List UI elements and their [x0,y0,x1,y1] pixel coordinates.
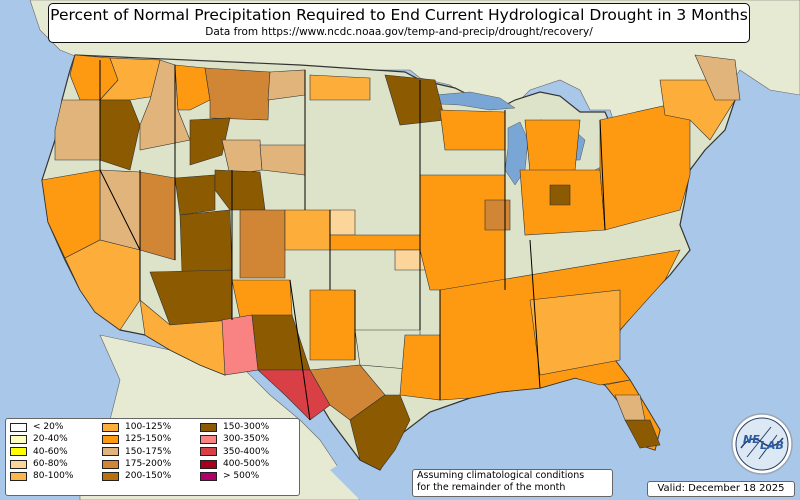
legend-item: 200-150% [102,470,200,482]
region-co-east [284,209,331,251]
legend-swatch [102,471,119,481]
region-mi [524,119,581,173]
region-az-south [139,299,233,376]
map-title: Percent of Normal Precipitation Required… [50,6,748,24]
legend-item: 150-175% [102,446,200,458]
region-nd-east [309,74,371,101]
legend-swatch [200,471,217,481]
legend-swatch [10,459,27,469]
valid-date: Valid: December 18 2025 [647,481,795,497]
legend-label: 150-175% [125,446,172,457]
legend-label: 20-40% [33,434,68,445]
legend-label: 80-100% [33,471,74,482]
legend-swatch [200,422,217,432]
legend-label: 300-350% [223,434,270,445]
lake-superior [434,91,516,111]
logo-text-ne: NE [743,433,760,446]
legend-item: 40-60% [10,446,102,458]
title-box: Percent of Normal Precipitation Required… [48,3,750,43]
region-ny-pa [599,99,691,231]
region-il-brown [484,199,511,231]
legend-item: 80-100% [10,470,102,482]
legend-label: 150-300% [223,422,270,433]
legend-swatch [200,459,217,469]
legend-label: 60-80% [33,459,68,470]
legend-label: 100-125% [125,422,172,433]
region-nv-east [139,171,176,261]
legend-item: 60-80% [10,458,102,470]
region-ia-mo [419,174,506,291]
legend-swatch [200,447,217,457]
region-maine [694,54,741,101]
legend-swatch [10,447,27,457]
legend-item: 300-350% [200,433,300,445]
legend-item: 350-400% [200,446,300,458]
legend-item: 125-150% [102,433,200,445]
region-wi [439,109,506,151]
legend-item: 20-40% [10,433,102,445]
legend: < 20% 20-40% 40-60% 60-80% 80-100% 100-1… [5,418,300,496]
legend-label: 350-400% [223,446,270,457]
region-ut-south [179,209,233,273]
legend-label: < 20% [33,422,64,433]
state-borders [99,60,606,421]
legend-swatch [102,434,119,444]
region-fl-tan [614,394,646,421]
region-southeast-light [529,289,621,376]
region-co-central [239,209,286,279]
region-mt-east [267,69,306,101]
region-tx-coast [349,394,411,471]
legend-item: < 20% [10,421,102,433]
legend-label: 200-150% [125,471,172,482]
region-mt-west [174,64,211,111]
legend-item: 150-300% [200,421,300,433]
region-wy-east [259,144,306,176]
region-or-coast [54,99,101,161]
region-tx-west-red [257,369,331,421]
region-tx-panhandle [309,289,356,361]
note-line-1: Assuming climatological conditions [417,470,585,481]
region-wy-nw [189,117,231,166]
region-ca-central [64,239,141,331]
legend-swatch [102,422,119,432]
region-ks-band [329,234,421,251]
legend-label: 125-150% [125,434,172,445]
region-mt-brown [204,67,271,121]
region-ne-pale [329,209,356,236]
note-line-2: for the remainder of the month [417,482,566,493]
map-subtitle: Data from https://www.ncdc.noaa.gov/temp… [205,26,593,38]
assumption-note: Assuming climatological conditions for t… [412,469,613,497]
nelab-logo-icon: NE LAB [731,413,793,475]
legend-item [10,482,102,494]
lake-michigan [504,121,529,186]
region-ohio-brown [549,184,571,206]
region-ut-north [174,174,216,216]
legend-label: 40-60% [33,446,68,457]
legend-swatch [102,459,119,469]
region-tx-east [399,334,441,401]
legend-item: 400-500% [200,458,300,470]
legend-swatch [10,434,27,444]
region-nm-west [231,279,293,319]
region-nm-pink [221,314,259,376]
legend-label: 400-500% [223,459,270,470]
legend-item: 175-200% [102,458,200,470]
legend-swatch [10,422,27,432]
legend-item: 100-125% [102,421,200,433]
legend-swatch [10,471,27,481]
legend-swatch [200,434,217,444]
legend-item: > 500% [200,470,300,482]
legend-item [102,482,200,494]
legend-swatch [102,447,119,457]
legend-label: > 500% [223,471,260,482]
logo-text-lab: LAB [760,439,784,452]
legend-label: 175-200% [125,459,172,470]
drought-regions [41,54,741,471]
